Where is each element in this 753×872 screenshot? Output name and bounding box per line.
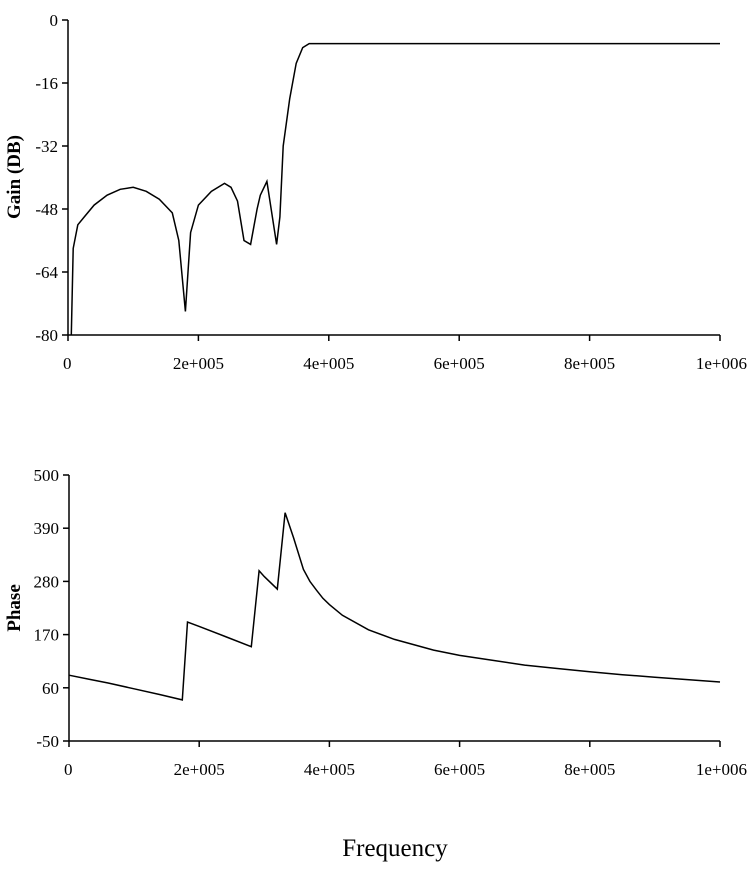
gain-xtick-label: 4e+005 — [303, 354, 354, 373]
gain-y-ticks: 0 -16 -32 -48 -64 -80 — [35, 11, 68, 345]
phase-x-ticks: 0 2e+005 4e+005 6e+005 8e+005 1e+006 — [64, 741, 747, 779]
phase-y-ticks: 500 390 280 170 60 -50 — [34, 466, 69, 751]
phase-xtick-label: 4e+005 — [304, 760, 355, 779]
phase-ytick-label: 390 — [34, 519, 60, 538]
phase-xtick-label: 1e+006 — [696, 760, 747, 779]
gain-ytick-label: 0 — [50, 11, 59, 30]
phase-xlabel: Frequency — [342, 835, 448, 862]
gain-chart: Gain (DB) 0 -16 -32 -48 -64 -80 0 2e+005 4e+005… — [4, 11, 747, 373]
phase-xtick-label: 0 — [64, 760, 73, 779]
phase-ytick-label: 60 — [42, 679, 59, 698]
gain-xtick-label: 6e+005 — [434, 354, 485, 373]
gain-ytick-label: -48 — [35, 200, 58, 219]
gain-ytick-label: -64 — [35, 263, 58, 282]
gain-xtick-label: 0 — [63, 354, 72, 373]
gain-ytick-label: -16 — [35, 74, 58, 93]
phase-ylabel: Phase — [4, 584, 25, 632]
phase-xtick-label: 8e+005 — [564, 760, 615, 779]
gain-xtick-label: 2e+005 — [173, 354, 224, 373]
phase-ytick-label: 170 — [34, 626, 60, 645]
gain-ytick-label: -32 — [35, 137, 58, 156]
phase-xtick-label: 6e+005 — [434, 760, 485, 779]
phase-ytick-label: 500 — [34, 466, 60, 485]
gain-xtick-label: 1e+006 — [696, 354, 747, 373]
phase-series-line — [68, 512, 721, 701]
phase-xtick-label: 2e+005 — [174, 760, 225, 779]
gain-xtick-label: 8e+005 — [564, 354, 615, 373]
gain-ylabel: Gain (DB) — [4, 135, 25, 219]
gain-series-line — [70, 42, 720, 336]
gain-x-ticks: 0 2e+005 4e+005 6e+005 8e+005 1e+006 — [63, 335, 747, 373]
phase-chart: Phase 500 390 280 170 60 -50 0 2e+005 4e+005 6e+… — [4, 466, 747, 862]
phase-ytick-label: -50 — [36, 732, 59, 751]
gain-ytick-label: -80 — [35, 326, 58, 345]
phase-ytick-label: 280 — [34, 572, 60, 591]
